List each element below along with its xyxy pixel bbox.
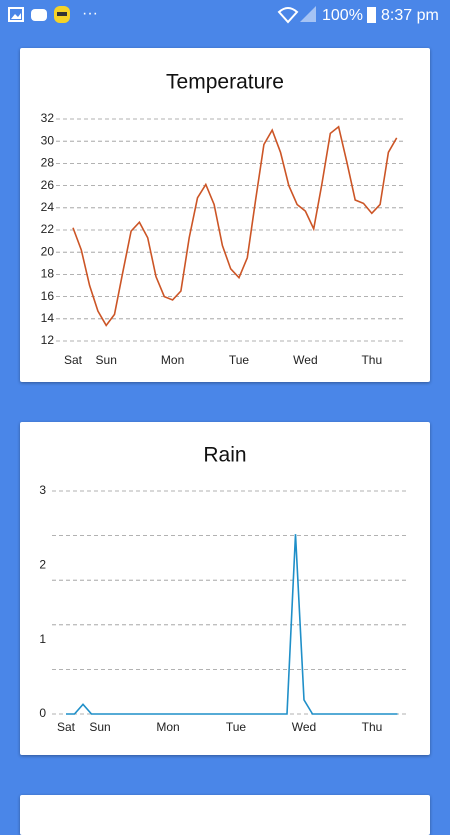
x-tick-label: Tue xyxy=(226,720,247,734)
battery-icon xyxy=(367,7,376,23)
y-tick-label: 2 xyxy=(39,558,46,572)
y-tick-label: 28 xyxy=(41,156,55,170)
data-line xyxy=(66,534,398,715)
x-tick-label: Mon xyxy=(156,720,179,734)
gallery-icon xyxy=(8,7,24,22)
battery-level: 100% xyxy=(322,7,363,24)
y-tick-label: 1 xyxy=(39,632,46,646)
y-tick-label: 24 xyxy=(41,200,55,214)
x-tick-label: Sat xyxy=(64,353,83,367)
data-line xyxy=(72,125,398,327)
y-tick-label: 14 xyxy=(41,311,55,325)
clock: 8:37 pm xyxy=(381,7,439,24)
x-tick-label: Tue xyxy=(229,353,250,367)
y-tick-label: 26 xyxy=(41,178,55,192)
next-card xyxy=(20,795,430,835)
chart-title: Rain xyxy=(203,444,246,467)
rain-card: Rain 0 1 2 3 Sat Sun Mon Tue Wed Thu xyxy=(20,422,430,755)
temperature-card: Temperature 12 14 16 18 20 22 24 26 28 30 32 Sat Sun M… xyxy=(20,48,430,382)
y-tick-label: 22 xyxy=(41,222,55,236)
chart-title: Temperature xyxy=(166,71,284,94)
y-tick-label: 20 xyxy=(41,244,55,258)
status-icons: ··· 100% 8:37 pm xyxy=(8,5,439,24)
x-tick-label: Sat xyxy=(57,720,76,734)
y-tick-label: 0 xyxy=(39,706,46,720)
y-tick-label: 30 xyxy=(41,133,55,147)
app-icon-eyes xyxy=(57,12,67,16)
chart: Rain 0 1 2 3 Sat Sun Mon Tue Wed Thu xyxy=(39,444,408,734)
x-tick-label: Thu xyxy=(361,353,382,367)
gallery-icon-shape xyxy=(11,13,21,19)
y-tick-label: 3 xyxy=(39,483,46,497)
signal-icon xyxy=(300,6,316,22)
y-tick-label: 18 xyxy=(41,267,55,281)
y-tick-label: 32 xyxy=(41,111,55,125)
x-tick-label: Wed xyxy=(292,720,316,734)
chart: Temperature 12 14 16 18 20 22 24 26 28 30 32 Sat Sun M… xyxy=(41,71,406,367)
x-tick-label: Mon xyxy=(161,353,184,367)
more-dots: ··· xyxy=(82,5,98,22)
status-bar: ··· 100% 8:37 pm xyxy=(0,0,450,32)
x-tick-label: Thu xyxy=(362,720,383,734)
x-tick-label: Wed xyxy=(293,353,317,367)
y-tick-label: 16 xyxy=(41,289,55,303)
x-tick-label: Sun xyxy=(96,353,117,367)
wifi-icon xyxy=(277,7,299,24)
x-tick-label: Sun xyxy=(89,720,110,734)
game-icon xyxy=(31,9,47,21)
y-tick-label: 12 xyxy=(41,333,55,347)
